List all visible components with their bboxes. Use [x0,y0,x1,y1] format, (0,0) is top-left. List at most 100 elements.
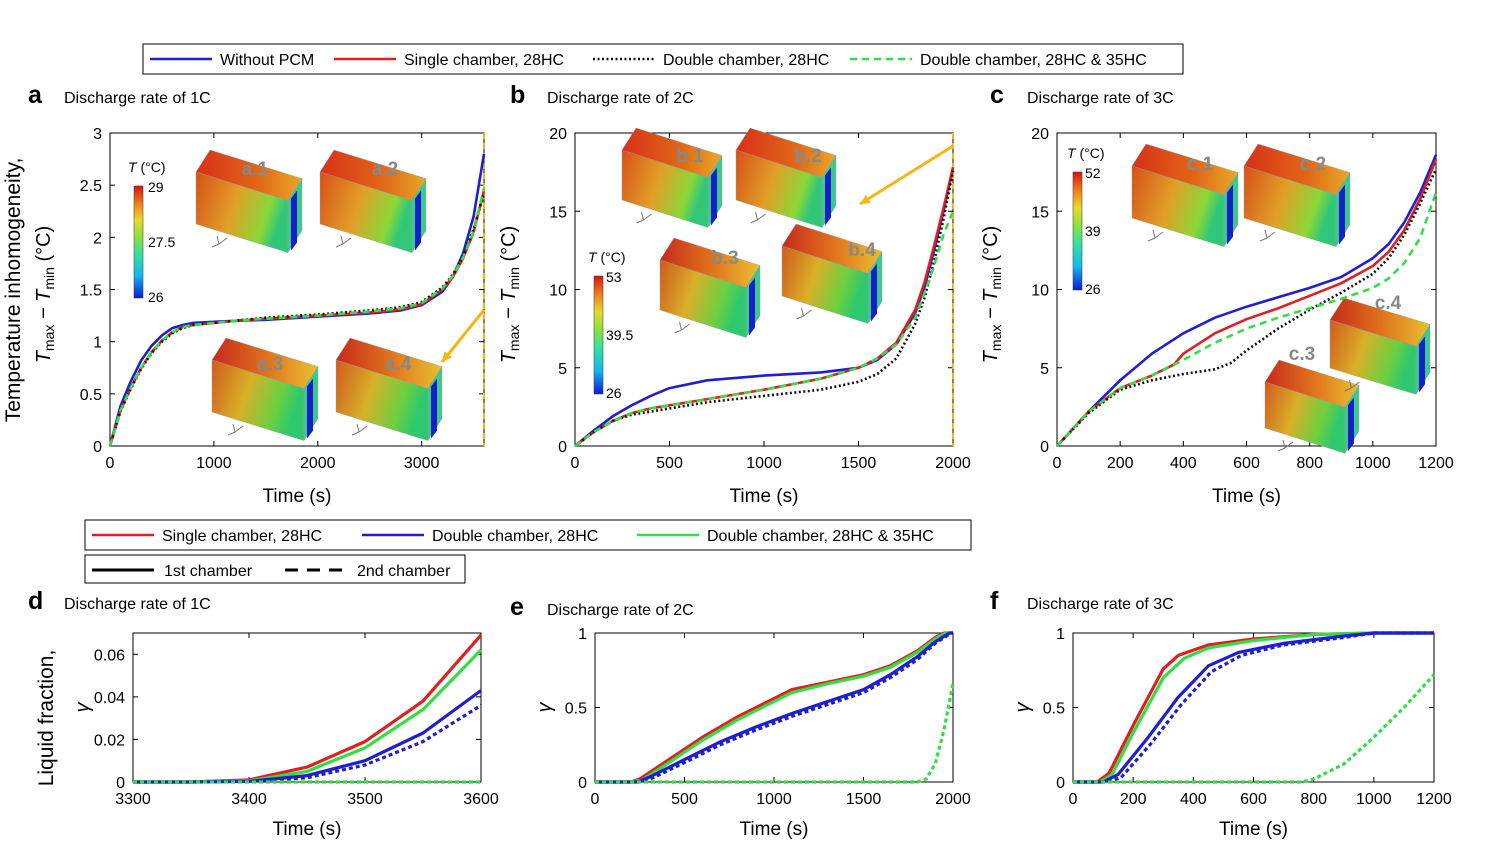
series-line-e-1 [595,631,953,784]
y-tick-label-b-3: 15 [549,204,567,221]
x-tick-label-a-1: 1000 [196,455,232,472]
y-tick-label-e-0: 0 [578,775,587,792]
inset-block-b-2-axes-glyph [674,321,690,334]
panel-letter-e: e [510,593,524,621]
inset-block-c-0-tab [1227,184,1233,245]
y-axis-label-part-c-2: − T [980,288,1002,325]
inset-block-c-3 [1329,297,1431,396]
plot-frame-e [594,632,954,783]
y-tick-label-e-2: 1 [578,626,587,643]
inset-block-b-3-axes-glyph [796,307,812,320]
inset-block-b-0-axes-glyph [636,211,652,224]
inset-block-a-3-tab [431,378,437,439]
inset-block-a-0 [195,149,303,254]
x-tick-label-f-1: 200 [1120,791,1147,808]
series-line-e-2 [595,631,953,784]
series-line-c-0 [1056,154,1438,447]
inset-block-b-0-tab [711,167,717,226]
y-axis-label-b: Tmax − Tmin (°C) [498,226,522,364]
x-tick-label-a-0: 0 [106,455,115,472]
panel-letter-c: c [990,81,1004,109]
x-tick-label-f-5: 1000 [1356,791,1392,808]
inset-label-a-1: a.2 [372,159,398,180]
legend-style: 1st chamber 2nd chamber [84,554,466,584]
y-axis-label-a: Tmax − Tmin (°C) [33,226,57,364]
legend-mid: Single chamber, 28HC Double chamber, 28HC… [84,519,972,551]
inset-label-a-2: a.3 [257,354,283,375]
inset-block-a-2 [211,337,319,442]
inset-block-b-3-tab [871,263,877,322]
x-tick-label-e-0: 0 [591,791,600,808]
inset-block-a-1 [319,149,427,254]
x-tick-label-f-4: 800 [1300,791,1327,808]
inset-block-a-2-axes-glyph [227,423,244,436]
panel-title-e: Discharge rate of 2C [547,602,694,619]
row2-ylabel: Liquid fraction, [35,650,58,787]
series-line-c-1 [1056,159,1438,447]
colorbar-bar-a [133,185,144,299]
series-line-f-1 [1073,631,1434,784]
series-line-a-3 [108,187,486,447]
inset-label-b-3: b.4 [848,240,876,261]
inset-block-c-0 [1131,143,1239,248]
x-tick-label-e-2: 1000 [756,791,792,808]
y-axis-label-part-a-4: (°C) [33,226,55,267]
inset-label-a-0: a.1 [242,159,269,180]
inset-block-a-3-axes-glyph [351,423,368,436]
panel-c: c Discharge rate of 3C0 200 400 600 800 1000 12… [980,81,1454,507]
colorbar-tick-a-1: 27.5 [148,234,175,250]
x-tick-label-c-3: 600 [1233,455,1260,472]
colorbar-b: T (°C) 53 39.5 26 [588,249,633,401]
colorbar-label-unit-b: (°C) [597,249,626,265]
x-axis-label-f: Time (s) [1219,819,1288,840]
y-tick-label-a-4: 2 [93,230,102,247]
inset-label-c-0: c.1 [1187,154,1214,175]
panel-title-a: Discharge rate of 1C [64,90,211,107]
inset-block-a-3 [335,337,443,442]
inset-arrow-b [859,144,954,206]
panel-f: f Discharge rate of 3C 0 200 400 600 800 1000 12… [990,587,1452,840]
colorbar-label-var-a: T [128,159,138,175]
inset-block-b-3 [781,223,883,325]
x-tick-label-c-2: 400 [1170,455,1197,472]
inset-arrowhead-b [860,194,871,204]
y-tick-label-d-3: 0.06 [94,647,125,664]
colorbar-tick-a-0: 29 [148,179,164,195]
inset-block-a-0-tab [291,190,297,251]
series-line-c-3 [1056,192,1438,447]
x-tick-label-e-1: 500 [671,791,698,808]
x-tick-label-d-2: 3500 [347,791,383,808]
x-tick-label-b-3: 1500 [841,455,877,472]
inset-block-c-2 [1264,359,1360,454]
panel-letter-d: d [28,587,43,615]
y-axis-label-e: γ [534,702,556,713]
panel-title-f: Discharge rate of 3C [1027,596,1174,613]
inset-block-a-2-tab [307,378,313,439]
colorbar-label-var-b: T [588,249,598,265]
inset-block-b-2 [659,237,761,339]
x-tick-label-b-4: 2000 [935,455,971,472]
colorbar-label-a: T (°C) [128,159,166,175]
panel-title-d: Discharge rate of 1C [64,596,211,613]
y-tick-label-a-2: 1 [93,335,102,352]
x-tick-label-f-6: 1200 [1416,791,1452,808]
colorbar-bar-b [593,275,604,395]
inset-block-c-1 [1243,143,1351,248]
inset-block-b-1-axes-glyph [750,211,766,224]
y-tick-label-a-6: 3 [93,126,102,143]
panel-a: a Discharge rate of 1C 0 1000 2000 3000 0 0.5 1 1… [28,81,486,507]
x-axis-label-d: Time (s) [273,819,342,840]
y-tick-label-c-3: 15 [1031,204,1049,221]
x-axis-label-e: Time (s) [740,819,809,840]
inset-arrow-a [440,309,486,363]
y-tick-label-d-0: 0 [116,775,125,792]
y-axis-label-c: Tmax − Tmin (°C) [980,226,1004,364]
x-tick-label-c-1: 200 [1107,455,1134,472]
y-tick-label-a-3: 1.5 [80,283,102,300]
legend-mid-label-1: Double chamber, 28HC [432,528,598,545]
colorbar-label-unit-a: (°C) [137,159,166,175]
legend-top-label-1: Single chamber, 28HC [404,52,564,69]
legend-style-label-1: 2nd chamber [357,563,451,580]
colorbar-tick-a-2: 26 [148,289,164,305]
inset-block-b-0 [621,127,723,229]
